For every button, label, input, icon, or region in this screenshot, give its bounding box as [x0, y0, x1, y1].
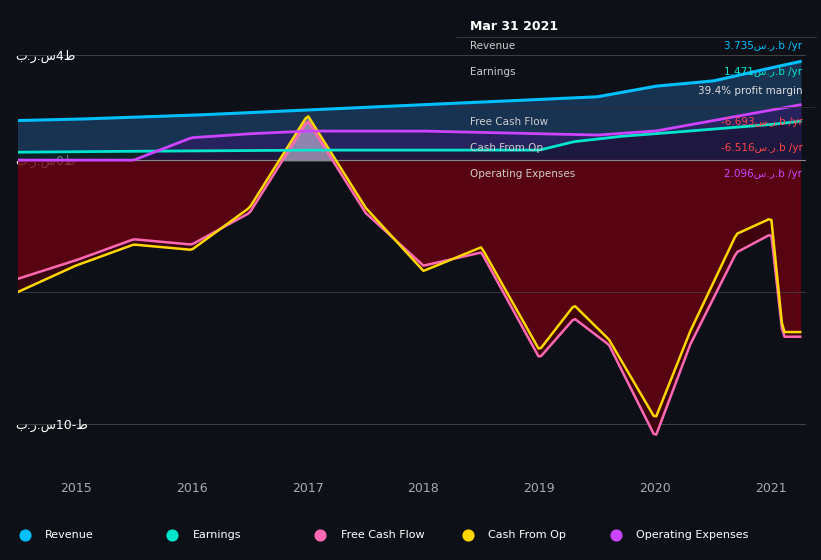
- Text: Operating Expenses: Operating Expenses: [470, 169, 576, 179]
- Text: -6.516س.ر.b /yr: -6.516س.ر.b /yr: [721, 143, 802, 153]
- Point: [461, 530, 475, 539]
- Text: Free Cash Flow: Free Cash Flow: [341, 530, 424, 540]
- Text: Revenue: Revenue: [470, 41, 516, 52]
- Point: [18, 530, 31, 539]
- Text: 2.096س.ر.b /yr: 2.096س.ر.b /yr: [724, 169, 802, 179]
- Text: Revenue: Revenue: [45, 530, 94, 540]
- Text: -6.693س.ر.b /yr: -6.693س.ر.b /yr: [721, 117, 802, 127]
- Text: Free Cash Flow: Free Cash Flow: [470, 117, 548, 127]
- Text: Cash From Op: Cash From Op: [470, 143, 544, 153]
- Text: Earnings: Earnings: [193, 530, 241, 540]
- Text: Mar 31 2021: Mar 31 2021: [470, 20, 558, 34]
- Text: 1.471س.ر.b /yr: 1.471س.ر.b /yr: [724, 67, 802, 77]
- Text: Operating Expenses: Operating Expenses: [636, 530, 749, 540]
- Point: [166, 530, 179, 539]
- Text: Earnings: Earnings: [470, 67, 516, 77]
- Text: Cash From Op: Cash From Op: [488, 530, 566, 540]
- Text: 39.4% profit margin: 39.4% profit margin: [698, 86, 802, 96]
- Point: [314, 530, 327, 539]
- Point: [609, 530, 622, 539]
- Text: 3.735س.ر.b /yr: 3.735س.ر.b /yr: [724, 41, 802, 52]
